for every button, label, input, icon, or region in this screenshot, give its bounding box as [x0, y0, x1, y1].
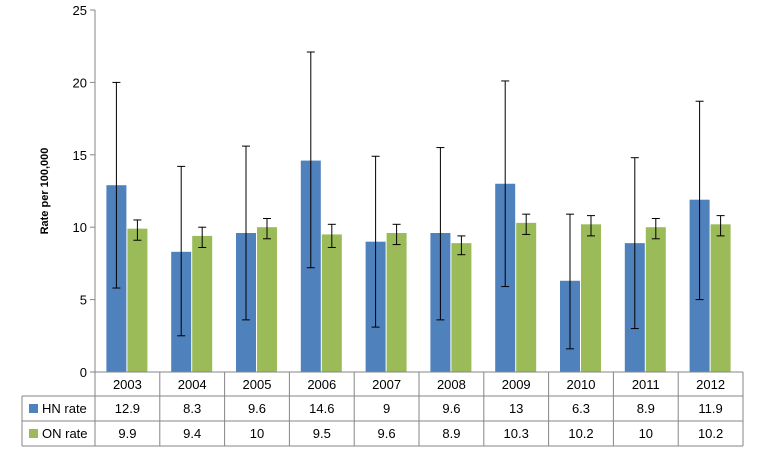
- legend-swatch: [29, 429, 38, 438]
- category-label: 2006: [307, 377, 336, 392]
- table-value: 10.2: [698, 426, 723, 441]
- table-value: 9.9: [118, 426, 136, 441]
- on-rate-bar: [192, 235, 213, 372]
- table-value: 6.3: [572, 401, 590, 416]
- table-value: 10.3: [504, 426, 529, 441]
- on-rate-bar: [451, 243, 472, 372]
- on-rate-bar: [710, 224, 731, 372]
- y-tick-label: 0: [80, 365, 87, 380]
- category-label: 2005: [243, 377, 272, 392]
- category-label: 2009: [502, 377, 531, 392]
- on-rate-bar: [321, 234, 342, 372]
- table-value: 10.2: [568, 426, 593, 441]
- y-tick-label: 5: [80, 293, 87, 308]
- y-tick-label: 20: [73, 75, 87, 90]
- y-axis-label: Rate per 100,000: [39, 148, 51, 235]
- category-label: 2003: [113, 377, 142, 392]
- y-axis-ticks: 0 5 10 15 20 25: [73, 3, 95, 380]
- legend-label: HN rate: [42, 401, 87, 416]
- table-value: 10: [250, 426, 264, 441]
- table-value: 14.6: [309, 401, 334, 416]
- category-label: 2010: [567, 377, 596, 392]
- table-value: 8.9: [442, 426, 460, 441]
- table-value: 9.5: [313, 426, 331, 441]
- category-label: 2004: [178, 377, 207, 392]
- category-label: 2011: [632, 377, 660, 392]
- category-label: 2008: [437, 377, 466, 392]
- data-table: 2003 2004 2005 2006 2007 2008 2009 2010 2011 2012…: [21, 371, 744, 447]
- on-rate-bar: [516, 222, 537, 372]
- y-tick-label: 15: [73, 148, 87, 163]
- table-value: 9.4: [183, 426, 201, 441]
- on-rate-bar: [127, 228, 148, 372]
- on-rate-bar: [581, 224, 601, 372]
- category-label: 2012: [696, 377, 725, 392]
- table-value: 9.6: [378, 426, 396, 441]
- legend-swatch: [29, 404, 38, 413]
- category-label: 2007: [372, 377, 401, 392]
- table-value: 11.9: [698, 401, 722, 416]
- table-value: 9: [383, 401, 390, 416]
- y-tick-label: 10: [73, 220, 87, 235]
- y-tick-label: 25: [73, 3, 87, 18]
- table-value: 13: [509, 401, 523, 416]
- table-value: 8.3: [183, 401, 201, 416]
- on-rate-bar: [386, 232, 407, 372]
- table-value: 12.9: [115, 401, 140, 416]
- table-value: 9.6: [248, 401, 266, 416]
- legend-label: ON rate: [42, 426, 88, 441]
- table-value: 9.6: [442, 401, 460, 416]
- bars: [106, 160, 731, 372]
- on-rate-bar: [645, 227, 666, 372]
- table-value: 10: [639, 426, 653, 441]
- on-rate-bar: [257, 227, 277, 372]
- error-bars: [112, 51, 725, 350]
- table-value: 8.9: [637, 401, 655, 416]
